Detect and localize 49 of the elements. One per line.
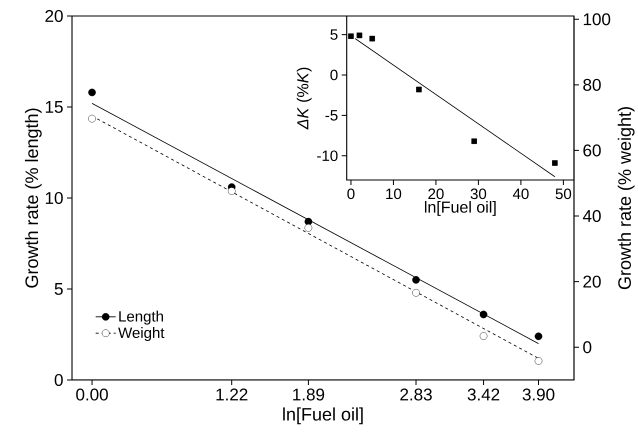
x-axis-title: ln[Fuel oil] <box>424 201 496 216</box>
x-tick-label: 30 <box>470 188 486 200</box>
x-tick-label: 0.00 <box>76 388 108 401</box>
x-tick-label: 1.89 <box>293 388 324 401</box>
point <box>304 224 312 232</box>
y2-axis-title: Growth rate (% weight) <box>618 107 635 290</box>
x-tick-label: 40 <box>512 188 529 200</box>
y2-tick-label: 100 <box>584 13 610 26</box>
x-tick-label: 20 <box>428 188 444 200</box>
point <box>416 86 422 92</box>
x-tick-label: 3.90 <box>522 388 554 401</box>
point <box>369 36 375 42</box>
y-tick-label: 20 <box>45 10 63 22</box>
y-tick-label: 0 <box>330 70 338 80</box>
x-tick-label: 50 <box>556 188 572 200</box>
x-tick-label: 3.42 <box>468 388 500 401</box>
x-tick-label: 0 <box>347 188 355 200</box>
point <box>412 276 420 284</box>
y2-tick-label: 20 <box>583 276 601 288</box>
y-tick-label: -5 <box>325 110 338 121</box>
legend-label: Length <box>119 310 163 325</box>
y2-tick-label: 40 <box>582 210 601 222</box>
x-tick-label: 1.22 <box>216 388 248 400</box>
point <box>228 187 236 195</box>
y-tick-label: 5 <box>330 29 338 40</box>
point <box>88 88 96 96</box>
y2-tick-label: 60 <box>583 144 601 156</box>
point <box>348 33 354 39</box>
point <box>412 288 420 297</box>
point <box>356 32 362 38</box>
point <box>534 357 542 365</box>
point <box>534 332 542 340</box>
point <box>480 332 488 340</box>
y-axis-title: ΔK (%K) <box>296 68 312 130</box>
point <box>480 310 488 318</box>
point <box>552 160 558 166</box>
point <box>88 114 96 122</box>
y-tick-label: 5 <box>54 283 63 295</box>
y-tick-label: 0 <box>54 374 63 386</box>
x-tick-label: 2.83 <box>400 388 432 401</box>
y-tick-label: 15 <box>46 101 63 113</box>
x-axis-title: ln[Fuel oil] <box>283 407 363 424</box>
y-tick-label: -10 <box>317 150 338 162</box>
y2-tick-label: 0 <box>583 341 592 354</box>
x-tick-label: 10 <box>386 188 402 200</box>
legend-label: Weight <box>118 327 164 341</box>
y-axis-title: Growth rate (% length) <box>24 108 42 288</box>
y2-tick-label: 80 <box>583 78 601 91</box>
point <box>471 138 477 144</box>
